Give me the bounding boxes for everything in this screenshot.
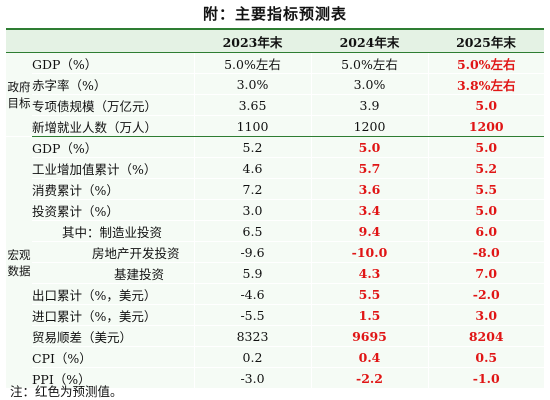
cell-2025-forecast: 5.0 (427, 199, 544, 221)
group-header-cell (6, 29, 32, 53)
table-row: 宏观数据 GDP（%） 5.2 5.0 5.0 (6, 136, 544, 389)
cell-2025-forecast: 5.0%左右 (427, 52, 544, 74)
table-header-row: 2023年末 2024年末 2025年末 (6, 29, 544, 53)
forecast-table: 2023年末 2024年末 2025年末 政府目标 GDP（%） 5.0%左右 … (6, 28, 544, 389)
table-row: 赤字率（%） 3.0% 3.0% 3.8%左右 (6, 73, 544, 95)
cell-2025-forecast: 0.5 (427, 346, 544, 368)
cell-2025-forecast: 5.0 (427, 136, 544, 158)
table-row: 进口累计（%，美元） -5.5 1.5 3.0 (6, 304, 544, 326)
footnote: 注：红色为预测值。 (10, 384, 123, 399)
row-name: 出口累计（%，美元） (32, 283, 194, 305)
cell-2025-forecast: -8.0 (427, 241, 544, 263)
cell-2023: 8323 (193, 325, 311, 347)
table-row: 专项债规模（万亿元） 3.65 3.9 5.0 (6, 94, 544, 116)
row-name: 贸易顺差（美元） (32, 325, 194, 347)
cell-2023: 3.0% (193, 73, 311, 95)
cell-2024: 3.0% (310, 73, 428, 95)
row-name: 投资累计（%） (32, 199, 194, 221)
group-label-macro: 宏观数据 (6, 136, 32, 389)
cell-2024-forecast: -10.0 (310, 241, 428, 263)
cell-2023: 3.65 (193, 94, 311, 116)
cell-2023: 3.0 (193, 199, 311, 221)
table-row: CPI（%） 0.2 0.4 0.5 (6, 346, 544, 368)
cell-2024-forecast: 3.4 (310, 199, 428, 221)
cell-2023: 5.0%左右 (193, 52, 311, 74)
table-row: 贸易顺差（美元） 8323 9695 8204 (6, 325, 544, 347)
row-name: 工业增加值累计（%） (32, 157, 194, 179)
row-name: 新增就业人数（万人） (32, 115, 194, 137)
cell-2024-forecast: 5.5 (310, 283, 428, 305)
row-name: 基建投资 (32, 262, 194, 284)
row-name: 专项债规模（万亿元） (32, 94, 194, 116)
cell-2023: -4.6 (193, 283, 311, 305)
cell-2025-forecast: 6.0 (427, 220, 544, 242)
table-row: PPI（%） -3.0 -2.2 -1.0 (6, 367, 544, 389)
cell-2023: 0.2 (193, 346, 311, 368)
cell-2023: 5.9 (193, 262, 311, 284)
cell-2025-forecast: 3.0 (427, 304, 544, 326)
cell-2025-forecast: 7.0 (427, 262, 544, 284)
cell-2024-forecast: 9695 (310, 325, 428, 347)
row-name: 其中：制造业投资 (32, 220, 194, 242)
cell-2025-forecast: 8204 (427, 325, 544, 347)
cell-2024-forecast: 5.0 (310, 136, 428, 158)
indicator-header-cell (32, 29, 194, 53)
row-name: 赤字率（%） (32, 73, 194, 95)
row-name: 进口累计（%，美元） (32, 304, 194, 326)
cell-2023: -5.5 (193, 304, 311, 326)
table-row: 消费累计（%） 7.2 3.6 5.5 (6, 178, 544, 200)
table-row: 投资累计（%） 3.0 3.4 5.0 (6, 199, 544, 221)
group-label-policy: 政府目标 (6, 52, 32, 137)
table-row: 新增就业人数（万人） 1100 1200 1200 (6, 115, 544, 137)
cell-2023: -9.6 (193, 241, 311, 263)
cell-2025-forecast: -2.0 (427, 283, 544, 305)
row-name: GDP（%） (32, 52, 194, 74)
cell-2024-forecast: 5.7 (310, 157, 428, 179)
cell-2025-forecast: 5.2 (427, 157, 544, 179)
header-2023: 2023年末 (194, 29, 311, 53)
page-title: 附：主要指标预测表 (202, 5, 347, 23)
row-name: PPI（%） (32, 367, 194, 389)
cell-2025-forecast: 1200 (427, 115, 544, 137)
cell-2025-forecast: -1.0 (427, 367, 544, 389)
cell-2024: 3.9 (310, 94, 428, 116)
table-row: 房地产开发投资 -9.6 -10.0 -8.0 (6, 241, 544, 263)
cell-2024-forecast: -2.2 (310, 367, 428, 389)
cell-2025-forecast: 3.8%左右 (427, 73, 544, 95)
cell-2024-forecast: 4.3 (310, 262, 428, 284)
table-row: 出口累计（%，美元） -4.6 5.5 -2.0 (6, 283, 544, 305)
cell-2024: 5.0%左右 (310, 52, 428, 74)
cell-2024-forecast: 1.5 (310, 304, 428, 326)
table-row: 政府目标 GDP（%） 5.0%左右 5.0%左右 5.0%左右 (6, 52, 544, 137)
row-name: GDP（%） (32, 136, 194, 158)
row-name: 房地产开发投资 (32, 241, 194, 263)
cell-2024-forecast: 0.4 (310, 346, 428, 368)
table-row: 工业增加值累计（%） 4.6 5.7 5.2 (6, 157, 544, 179)
cell-2024-forecast: 9.4 (310, 220, 428, 242)
cell-2024: 1200 (310, 115, 428, 137)
cell-2023: 4.6 (193, 157, 311, 179)
row-name: 消费累计（%） (32, 178, 194, 200)
header-2024: 2024年末 (311, 29, 428, 53)
cell-2023: -3.0 (193, 367, 311, 389)
table-row: 基建投资 5.9 4.3 7.0 (6, 262, 544, 284)
cell-2025-forecast: 5.0 (427, 94, 544, 116)
cell-2023: 7.2 (193, 178, 311, 200)
cell-2024-forecast: 3.6 (310, 178, 428, 200)
cell-2025-forecast: 5.5 (427, 178, 544, 200)
header-2025: 2025年末 (428, 29, 544, 53)
row-name: CPI（%） (32, 346, 194, 368)
cell-2023: 5.2 (193, 136, 311, 158)
table-row: 其中：制造业投资 6.5 9.4 6.0 (6, 220, 544, 242)
cell-2023: 6.5 (193, 220, 311, 242)
cell-2023: 1100 (193, 115, 311, 137)
